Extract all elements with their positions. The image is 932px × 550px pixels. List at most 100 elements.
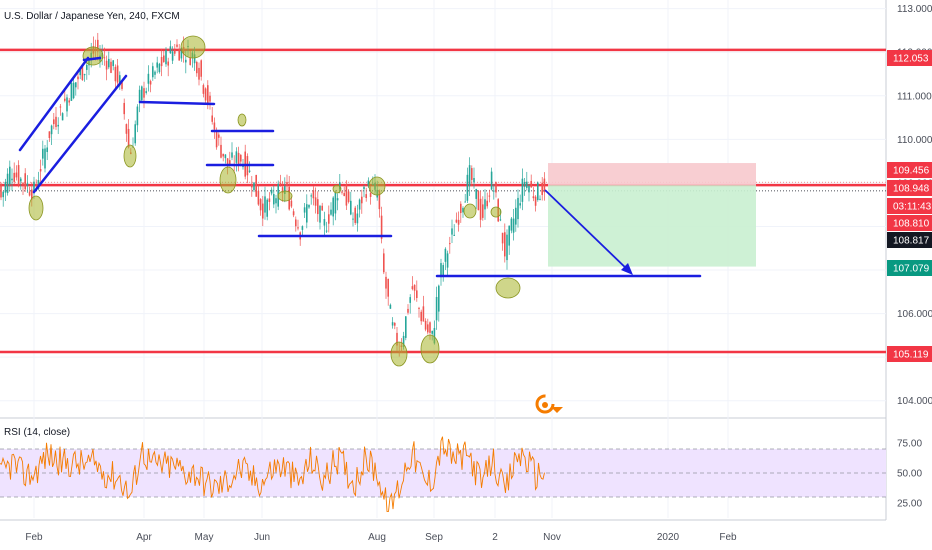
- time-tick-label: 2: [492, 532, 498, 543]
- candle-body: [369, 192, 372, 197]
- trendline-drawings[interactable]: [18, 56, 702, 278]
- price-tag: [887, 232, 932, 248]
- candle-body: [125, 124, 128, 134]
- candle-body: [79, 69, 81, 76]
- candle-body: [103, 57, 106, 59]
- candle-body: [171, 51, 174, 61]
- candle-body: [273, 194, 275, 205]
- candle-body: [145, 91, 147, 93]
- candle-body: [28, 191, 31, 196]
- candle-body: [154, 71, 156, 75]
- candle-body: [530, 180, 532, 188]
- trend-line[interactable]: [138, 100, 216, 106]
- price-axis[interactable]: 104.000105.000106.000107.000108.000109.0…: [897, 4, 932, 509]
- candle-body: [83, 74, 86, 76]
- price-tag: [887, 215, 932, 231]
- candle-body: [495, 182, 497, 193]
- candle-body: [396, 332, 398, 346]
- candle-body: [2, 191, 4, 198]
- candle-body: [413, 284, 416, 291]
- candle-body: [477, 191, 480, 211]
- highlight-ellipse[interactable]: [420, 334, 440, 364]
- candle-body: [112, 60, 114, 67]
- candle-body: [532, 196, 535, 199]
- candle-body: [389, 304, 392, 309]
- candle-body: [350, 200, 352, 215]
- highlight-ellipse[interactable]: [277, 190, 293, 202]
- rsi-pane[interactable]: [0, 436, 886, 512]
- candle-body: [504, 232, 506, 257]
- candle-body: [180, 48, 183, 59]
- candle-body: [35, 184, 37, 186]
- candle-body: [383, 253, 385, 273]
- stop-loss-zone[interactable]: [548, 163, 756, 186]
- price-tick-label: 110.000: [897, 135, 932, 146]
- candle-body: [44, 148, 46, 169]
- price-tag-label: 108.810: [893, 219, 930, 230]
- candle-body: [237, 152, 240, 165]
- candle-body: [471, 168, 473, 180]
- short-position-box[interactable]: [548, 163, 756, 267]
- highlight-ellipse[interactable]: [463, 203, 477, 219]
- highlight-ellipse[interactable]: [490, 206, 502, 218]
- candle-body: [499, 219, 502, 221]
- level-tag: [887, 50, 932, 66]
- candle-body: [268, 198, 271, 202]
- projection-arrow[interactable]: [544, 189, 631, 273]
- highlight-ellipses[interactable]: [28, 35, 521, 367]
- take-profit-zone[interactable]: [548, 185, 756, 267]
- candle-body: [446, 253, 449, 268]
- candle-body: [501, 232, 504, 244]
- highlight-ellipse[interactable]: [123, 144, 137, 168]
- candle-body: [475, 189, 477, 199]
- price-tag: [887, 260, 932, 276]
- candle-body: [453, 234, 455, 236]
- highlight-ellipse[interactable]: [237, 113, 247, 127]
- trend-line[interactable]: [82, 56, 102, 62]
- candle-body: [196, 61, 198, 74]
- candle-body: [479, 198, 482, 220]
- highlight-ellipse[interactable]: [332, 184, 342, 194]
- trend-line[interactable]: [18, 56, 90, 152]
- time-tick-label: Apr: [136, 532, 152, 543]
- time-tick-label: Aug: [368, 532, 386, 543]
- candle-body: [334, 192, 337, 214]
- price-tag-label: 03:11:43: [893, 202, 932, 213]
- candle-body: [312, 190, 315, 199]
- price-tick-label: 111.000: [897, 91, 932, 102]
- candle-body: [77, 76, 79, 80]
- time-axis[interactable]: Feb Apr May Jun Aug Sep 2 Nov 2020 Feb: [25, 532, 737, 543]
- level-tag-label: 112.053: [893, 54, 929, 65]
- price-tick-label: 113.000: [897, 4, 932, 15]
- candle-body: [13, 172, 15, 182]
- candle-body: [215, 132, 218, 148]
- candle-body: [178, 49, 180, 61]
- highlight-ellipse[interactable]: [180, 35, 206, 59]
- highlight-ellipse[interactable]: [219, 166, 237, 194]
- candle-body: [468, 165, 471, 187]
- trend-line[interactable]: [32, 74, 128, 194]
- candle-body: [402, 335, 405, 347]
- highlight-ellipse[interactable]: [390, 341, 408, 367]
- candle-body: [266, 199, 268, 217]
- candle-body: [224, 154, 227, 159]
- candle-body: [127, 128, 130, 148]
- price-tag: [887, 180, 932, 196]
- candle-body: [70, 82, 73, 101]
- highlight-ellipse[interactable]: [495, 277, 521, 299]
- price-tag-label: 108.817: [893, 236, 930, 247]
- highlight-ellipse[interactable]: [368, 176, 386, 196]
- candle-body: [97, 39, 99, 52]
- highlight-ellipse[interactable]: [28, 195, 44, 221]
- rsi-tick-label: 25.00: [897, 499, 922, 510]
- candle-body: [323, 219, 326, 226]
- candle-body: [336, 198, 339, 201]
- candle-body: [204, 88, 207, 101]
- candle-body: [15, 172, 18, 178]
- candle-body: [391, 322, 394, 326]
- candle-body: [473, 178, 475, 183]
- candle-body: [321, 205, 323, 211]
- candle-body: [416, 290, 418, 299]
- arrow-head: [621, 263, 633, 275]
